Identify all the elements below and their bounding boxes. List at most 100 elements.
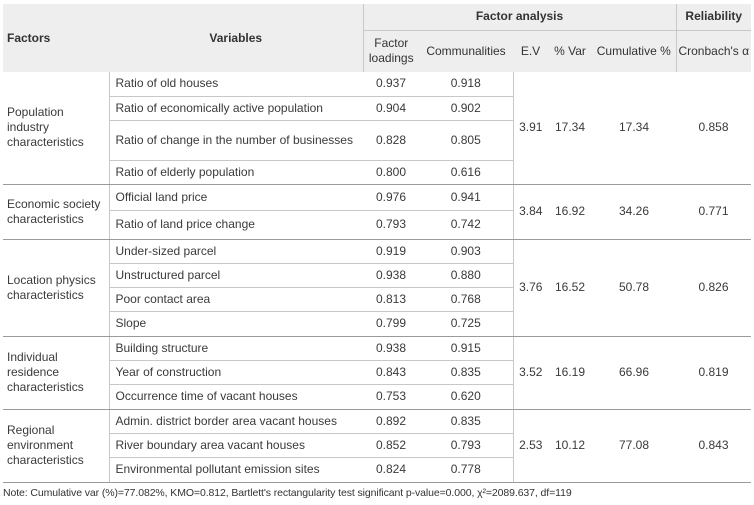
- table-row: Slope 0.799 0.725: [3, 311, 751, 337]
- communality-cell: 0.742: [419, 210, 514, 240]
- loading-cell: 0.753: [363, 384, 419, 410]
- header-reliability: Reliability: [675, 4, 752, 31]
- table-row: Year of construction 0.843 0.835: [3, 360, 751, 385]
- communality-cell: 0.903: [419, 239, 514, 264]
- loading-cell: 0.800: [363, 160, 419, 185]
- pct-var-cell: 16.92: [548, 184, 592, 240]
- header-cronbach-alpha: Cronbach's α: [675, 30, 752, 72]
- cumulative-cell: 34.26: [592, 184, 677, 240]
- variable-cell: Unstructured parcel: [108, 263, 363, 288]
- factor-label: Location physics characteristics: [3, 239, 109, 337]
- cumulative-cell: 17.34: [592, 72, 677, 185]
- factor-analysis-table-container: Factors Variables Factor analysis Reliab…: [3, 4, 752, 483]
- table-row: Ratio of economically active population …: [3, 96, 751, 121]
- communality-cell: 0.941: [419, 184, 514, 211]
- communality-cell: 0.620: [419, 384, 514, 410]
- communality-cell: 0.805: [419, 120, 514, 161]
- loading-cell: 0.892: [363, 409, 419, 434]
- pct-var-cell: 16.52: [548, 239, 592, 337]
- table-row: Ratio of land price change 0.793 0.742: [3, 210, 751, 240]
- table-row: Unstructured parcel 0.938 0.880: [3, 263, 751, 288]
- ev-cell: 3.84: [513, 184, 548, 240]
- variable-cell: Official land price: [108, 184, 363, 211]
- alpha-cell: 0.819: [676, 336, 752, 410]
- cumulative-cell: 77.08: [592, 409, 677, 483]
- factor-label: Economic society characteristics: [3, 184, 109, 240]
- variable-cell: River boundary area vacant houses: [108, 433, 363, 458]
- variable-cell: Environmental pollutant emission sites: [108, 457, 363, 483]
- loading-cell: 0.793: [363, 210, 419, 240]
- communality-cell: 0.835: [419, 360, 514, 385]
- pct-var-cell: 17.34: [548, 72, 592, 185]
- factor-label: Individual residence characteristics: [3, 336, 109, 410]
- loading-cell: 0.828: [363, 120, 419, 161]
- loading-cell: 0.799: [363, 311, 419, 337]
- communality-cell: 0.793: [419, 433, 514, 458]
- pct-var-cell: 16.19: [548, 336, 592, 410]
- communality-cell: 0.915: [419, 336, 514, 361]
- alpha-cell: 0.843: [676, 409, 752, 483]
- loading-cell: 0.852: [363, 433, 419, 458]
- factor-label: Population industry characteristics: [3, 72, 109, 185]
- table-row: Regional environment characteristics Adm…: [3, 409, 752, 483]
- loading-cell: 0.919: [363, 239, 419, 264]
- loading-cell: 0.976: [363, 184, 419, 211]
- loading-cell: 0.904: [363, 96, 419, 121]
- header-factor-analysis: Factor analysis: [362, 4, 677, 31]
- header-cumulative: Cumulative %: [592, 30, 677, 72]
- table-row: Ratio of change in the number of busines…: [3, 120, 751, 161]
- factor-analysis-table: Factors Variables Factor analysis Reliab…: [3, 4, 752, 483]
- communality-cell: 0.778: [419, 457, 514, 483]
- table-row: Environmental pollutant emission sites 0…: [3, 457, 751, 483]
- variable-cell: Admin. district border area vacant house…: [108, 409, 363, 434]
- table-row: River boundary area vacant houses 0.852 …: [3, 433, 751, 458]
- loading-cell: 0.937: [363, 72, 419, 97]
- cumulative-cell: 66.96: [592, 336, 677, 410]
- pct-var-cell: 10.12: [548, 409, 592, 483]
- header-pct-var: % Var: [548, 30, 592, 72]
- variable-cell: Ratio of land price change: [108, 210, 363, 240]
- variable-cell: Slope: [108, 311, 363, 337]
- cumulative-cell: 50.78: [592, 239, 677, 337]
- ev-cell: 2.53: [513, 409, 548, 483]
- loading-cell: 0.938: [363, 263, 419, 288]
- communality-cell: 0.616: [419, 160, 514, 185]
- ev-cell: 3.91: [513, 72, 548, 185]
- alpha-cell: 0.771: [676, 184, 752, 240]
- variable-cell: Poor contact area: [108, 287, 363, 312]
- alpha-cell: 0.826: [676, 239, 752, 337]
- communality-cell: 0.918: [419, 72, 514, 97]
- table-row: Individual residence characteristics Bui…: [3, 336, 752, 410]
- table-row: Location physics characteristics Under-s…: [3, 239, 752, 337]
- header-ev: E.V: [513, 30, 548, 72]
- header-factor-loadings: Factor loadings: [362, 30, 419, 72]
- factor-label: Regional environment characteristics: [3, 409, 109, 483]
- table-body: Population industry characteristics Rati…: [3, 72, 752, 483]
- header-communalities: Communalities: [419, 30, 513, 72]
- ev-cell: 3.76: [513, 239, 548, 337]
- variable-cell: Building structure: [108, 336, 363, 361]
- communality-cell: 0.835: [419, 409, 514, 434]
- alpha-cell: 0.858: [676, 72, 752, 185]
- variable-cell: Ratio of economically active population: [108, 96, 363, 121]
- loading-cell: 0.938: [363, 336, 419, 361]
- header-factors: Factors: [3, 4, 109, 72]
- loading-cell: 0.813: [363, 287, 419, 312]
- table-row: Poor contact area 0.813 0.768: [3, 287, 751, 312]
- table-row: Ratio of elderly population 0.800 0.616: [3, 160, 751, 185]
- table-header: Factors Variables Factor analysis Reliab…: [3, 4, 752, 72]
- variable-cell: Ratio of old houses: [108, 72, 363, 97]
- table-row: Occurrence time of vacant houses 0.753 0…: [3, 384, 751, 410]
- variable-cell: Under-sized parcel: [108, 239, 363, 264]
- variable-cell: Ratio of elderly population: [108, 160, 363, 185]
- loading-cell: 0.824: [363, 457, 419, 483]
- header-variables: Variables: [109, 4, 363, 72]
- ev-cell: 3.52: [513, 336, 548, 410]
- variable-cell: Occurrence time of vacant houses: [108, 384, 363, 410]
- communality-cell: 0.880: [419, 263, 514, 288]
- communality-cell: 0.725: [419, 311, 514, 337]
- loading-cell: 0.843: [363, 360, 419, 385]
- communality-cell: 0.902: [419, 96, 514, 121]
- table-row: Economic society characteristics Officia…: [3, 184, 752, 240]
- variable-cell: Ratio of change in the number of busines…: [108, 120, 363, 161]
